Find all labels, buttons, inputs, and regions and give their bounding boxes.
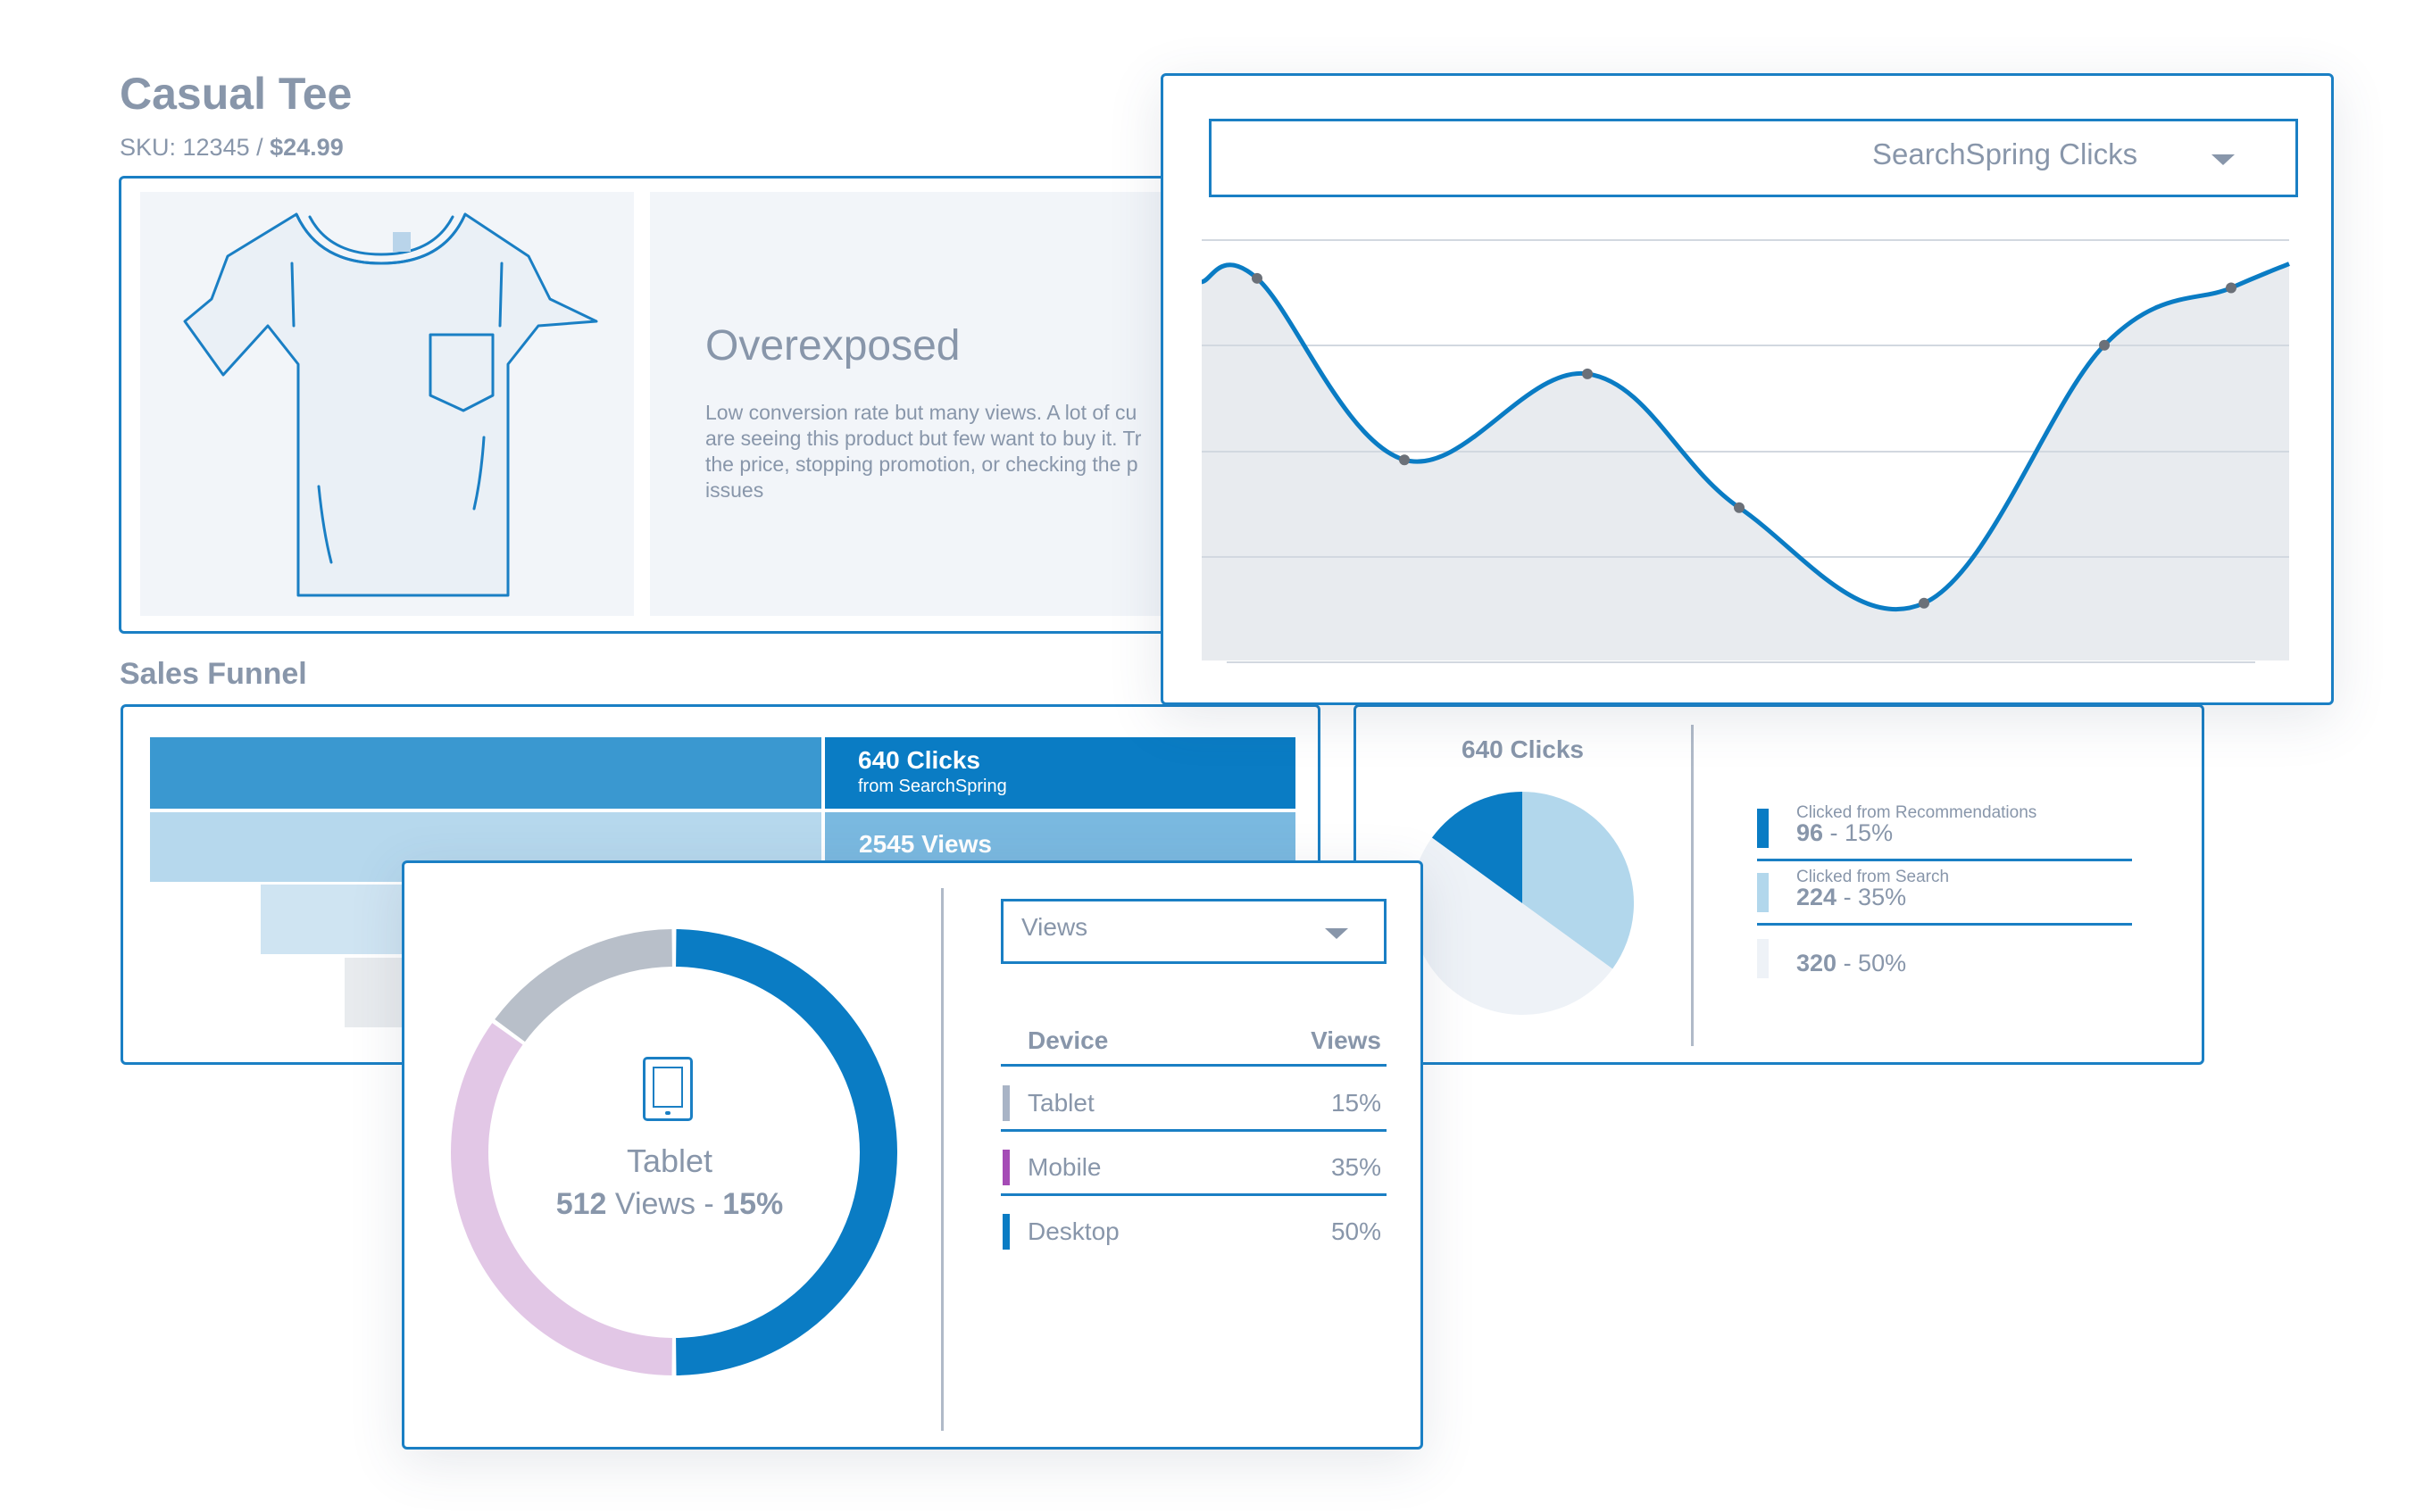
line-point: [1399, 454, 1410, 466]
product-sku-price: SKU: 12345 / $24.99: [120, 134, 344, 162]
line-point: [2226, 282, 2236, 294]
funnel-bar: [150, 737, 821, 809]
legend-value: 224 - 35%: [1796, 884, 1906, 911]
table-row: Tablet 15%: [1001, 1069, 1387, 1132]
chevron-down-icon: [2211, 154, 2235, 165]
legend-value: 96 - 15%: [1796, 819, 1893, 847]
clicks-pie-chart: [1411, 792, 1634, 1015]
line-chart-area: [1202, 263, 2289, 660]
device-swatch: [1003, 1150, 1010, 1185]
donut-center-count: 512: [555, 1187, 607, 1221]
pie-slice: [1411, 837, 1613, 1015]
clicks-title: 640 Clicks: [1462, 735, 1584, 763]
row-divider: [1001, 1129, 1387, 1132]
tshirt-icon: [183, 212, 598, 597]
device-label: Tablet: [1028, 1089, 1095, 1117]
legend-count: 320: [1796, 950, 1837, 976]
legend-pct: - 50%: [1836, 950, 1907, 976]
device-label: Desktop: [1028, 1217, 1120, 1245]
line-chart: [1202, 239, 2290, 663]
donut-center-pct: 15%: [722, 1187, 784, 1221]
table-row: Desktop 50%: [1001, 1198, 1387, 1260]
legend-pct: - 35%: [1836, 884, 1907, 910]
device-donut-chart: [451, 929, 897, 1375]
status-title: Overexposed: [705, 322, 961, 370]
funnel-clicks-label: 640 Clicks: [858, 746, 980, 774]
legend-divider: [1757, 923, 2132, 926]
legend-item: Clicked from Search 224 - 35%: [1757, 868, 2132, 926]
status-description: Low conversion rate but many views. A lo…: [705, 400, 1187, 503]
legend-item: 320 - 50%: [1757, 932, 2132, 991]
line-point: [1919, 597, 1929, 609]
product-title: Casual Tee: [120, 69, 353, 119]
status-description-line: issues: [705, 478, 764, 502]
legend-label: Clicked from Search: [1796, 868, 1950, 886]
legend-count: 96: [1796, 819, 1824, 846]
funnel-bar-clicks: [825, 737, 1295, 809]
donut-center-label: Tablet: [626, 1142, 713, 1179]
table-header-views: Views: [1311, 1026, 1381, 1054]
legend-count: 224: [1796, 884, 1837, 910]
legend-divider: [1757, 859, 2132, 861]
device-label: Mobile: [1028, 1153, 1102, 1181]
table-header-line: [1001, 1064, 1387, 1067]
legend-value: 320 - 50%: [1796, 950, 1906, 977]
line-point: [1252, 272, 1262, 284]
funnel-bar: [345, 958, 407, 1027]
line-point: [1734, 502, 1745, 513]
legend-swatch: [1757, 939, 1769, 978]
views-select[interactable]: Views: [1001, 899, 1387, 964]
product-image-panel: [140, 192, 634, 616]
line-point: [2099, 339, 2110, 351]
device-views: 15%: [1330, 1089, 1381, 1117]
funnel-views-label: 2545 Views: [859, 830, 992, 858]
views-select-value: Views: [1021, 913, 1088, 941]
device-swatch: [1003, 1214, 1010, 1250]
status-description-line: are seeing this product but few want to …: [705, 427, 1142, 450]
status-panel: [650, 192, 1168, 616]
legend-pct: - 15%: [1823, 819, 1894, 846]
funnel-clicks-sublabel: from SearchSpring: [858, 777, 1007, 796]
sku-label: SKU: 12345 /: [120, 134, 263, 161]
device-views: 50%: [1330, 1217, 1381, 1245]
funnel-bar: [261, 885, 404, 954]
table-row: Mobile 35%: [1001, 1134, 1387, 1196]
donut-segment: [451, 1023, 672, 1375]
line-point: [1582, 368, 1593, 379]
pie-slice: [1431, 792, 1522, 903]
donut-segment: [676, 929, 897, 1375]
chevron-down-icon: [1325, 928, 1348, 939]
legend-swatch: [1757, 809, 1769, 848]
clicks-divider: [1691, 725, 1694, 1046]
metric-select-value: SearchSpring Clicks: [1872, 137, 2138, 170]
row-divider: [1001, 1193, 1387, 1196]
price: $24.99: [270, 134, 344, 161]
status-description-line: the price, stopping promotion, or checki…: [705, 453, 1138, 476]
sales-funnel-title: Sales Funnel: [120, 657, 307, 691]
tablet-icon: [643, 1057, 693, 1121]
metric-select[interactable]: SearchSpring Clicks: [1209, 119, 2298, 197]
status-description-line: Low conversion rate but many views. A lo…: [705, 401, 1137, 424]
legend-item: Clicked from Recommendations 96 - 15%: [1757, 803, 2132, 862]
donut-center-value: 512 Views - 15%: [500, 1187, 839, 1222]
pie-slice: [1522, 792, 1634, 969]
legend-swatch: [1757, 873, 1769, 912]
device-divider: [941, 888, 944, 1431]
donut-segment: [495, 929, 672, 1043]
table-header-device: Device: [1028, 1026, 1109, 1054]
donut-center-views-word: Views -: [606, 1187, 723, 1221]
device-swatch: [1003, 1085, 1010, 1121]
legend-label: Clicked from Recommendations: [1796, 803, 2037, 822]
device-views: 35%: [1330, 1153, 1381, 1181]
